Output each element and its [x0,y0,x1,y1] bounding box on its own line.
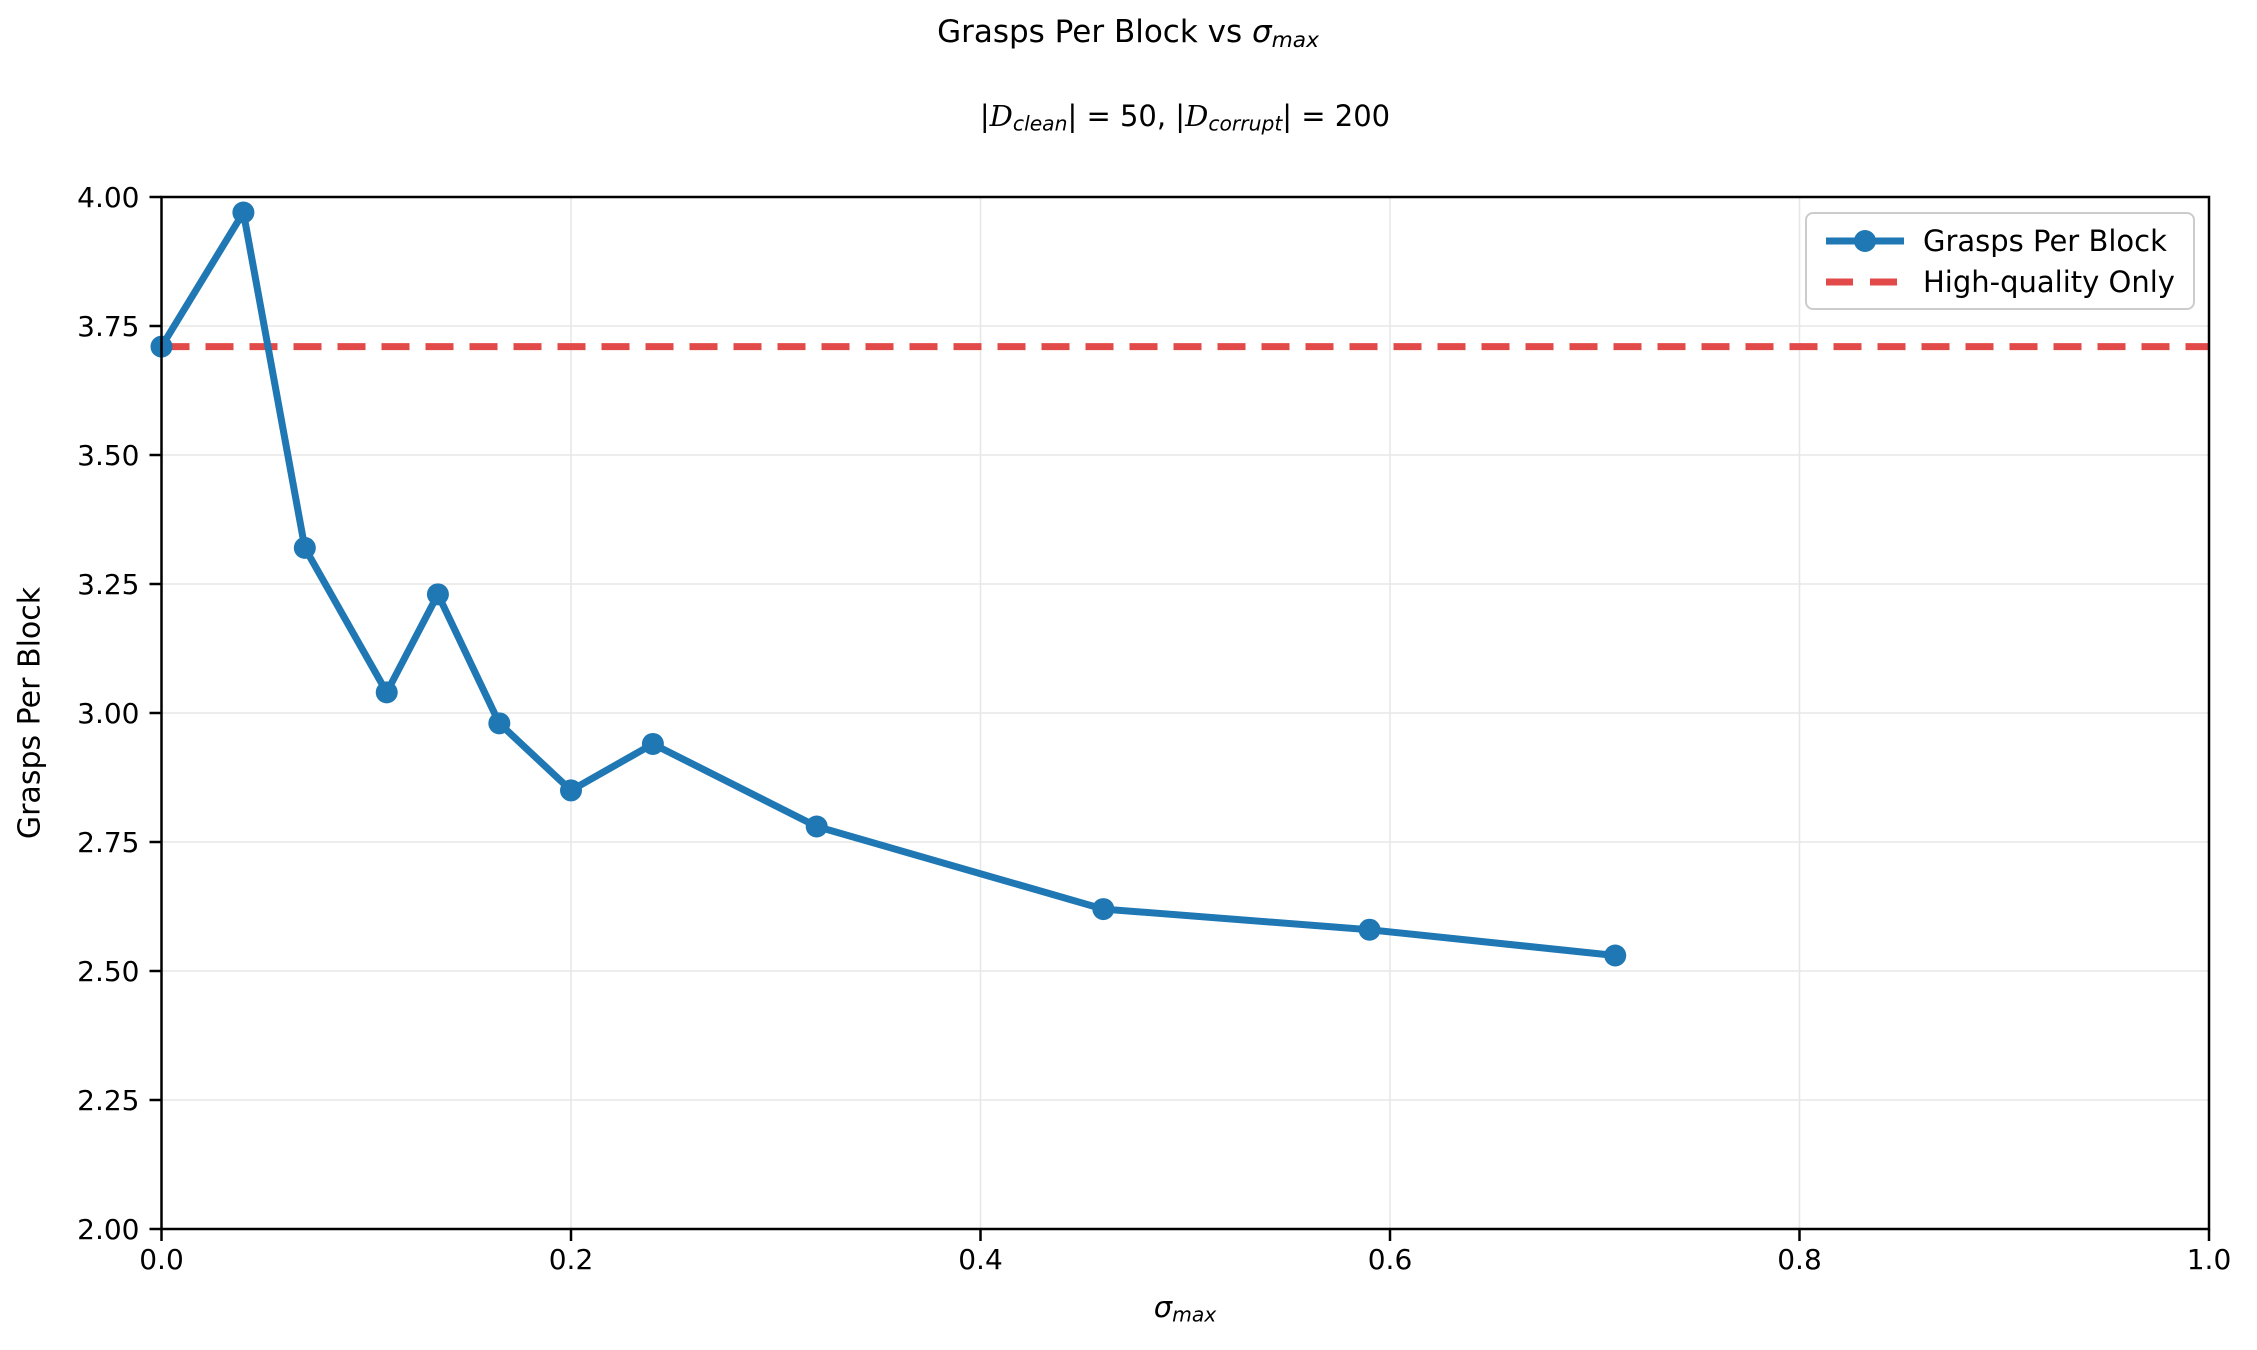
x-tick-label: 0.4 [958,1243,1003,1276]
y-axis-label: Grasps Per Block [12,586,48,840]
y-tick-label: 2.50 [77,955,139,988]
x-tick-label: 0.2 [549,1243,594,1276]
x-tick-label: 0.0 [139,1243,184,1276]
legend-label-baseline: High-quality Only [1923,264,2175,299]
subscript-corrupt: corrupt [1208,111,1283,136]
data-point-marker [293,536,316,559]
mathcal-d-corrupt: D [1185,99,1209,133]
x-tick-label: 0.8 [1777,1243,1822,1276]
x-label-sigma: σ [1153,1290,1173,1324]
subscript-clean: clean [1012,111,1068,136]
data-point-marker [1358,918,1381,941]
mathcal-d-clean: D [989,99,1013,133]
legend: Grasps Per Block High-quality Only [1805,212,2195,310]
series-line [158,208,1619,960]
data-point-marker [488,712,511,735]
sigma-symbol: σ [1251,14,1272,50]
legend-entry-baseline: High-quality Only [1823,265,2177,299]
data-point-marker [1092,898,1115,921]
y-tick-label: 2.75 [77,826,139,859]
y-tick-label: 2.25 [77,1084,139,1117]
y-tick-label: 3.25 [77,568,139,601]
y-tick-label: 3.75 [77,310,139,343]
sigma-subscript: max [1271,27,1319,53]
subtitle-equals-50: | = 50, | [1067,99,1186,133]
data-point-marker [426,583,449,606]
data-point-marker [560,779,582,802]
y-tick-label: 4.00 [77,181,139,214]
x-axis-label: σmax [1154,1290,1217,1326]
data-point-marker [805,815,828,838]
subtitle-equals-200: | = 200 [1282,99,1391,133]
subtitle-bar: | [979,99,990,133]
data-point-marker [641,732,664,755]
chart-title: Grasps Per Block vs σmax [937,14,1319,53]
x-label-subscript: max [1172,1302,1217,1327]
legend-line-marker-icon [1826,229,1904,252]
y-tick-label: 2.00 [77,1213,139,1246]
legend-label-series: Grasps Per Block [1923,223,2167,258]
data-point-marker [1604,944,1627,967]
y-tick-label: 3.50 [77,439,139,472]
chart-subtitle: |Dclean| = 50, |Dcorrupt| = 200 [980,99,1390,135]
chart-title-text: Grasps Per Block vs [937,14,1252,50]
x-tick-label: 1.0 [2187,1243,2232,1276]
data-point-marker [232,201,255,224]
data-point-marker [375,681,398,704]
legend-entry-series: Grasps Per Block [1823,224,2177,258]
legend-dashed-line-icon [1826,278,1904,285]
y-tick-label: 3.00 [77,697,139,730]
x-tick-label: 0.6 [1368,1243,1413,1276]
